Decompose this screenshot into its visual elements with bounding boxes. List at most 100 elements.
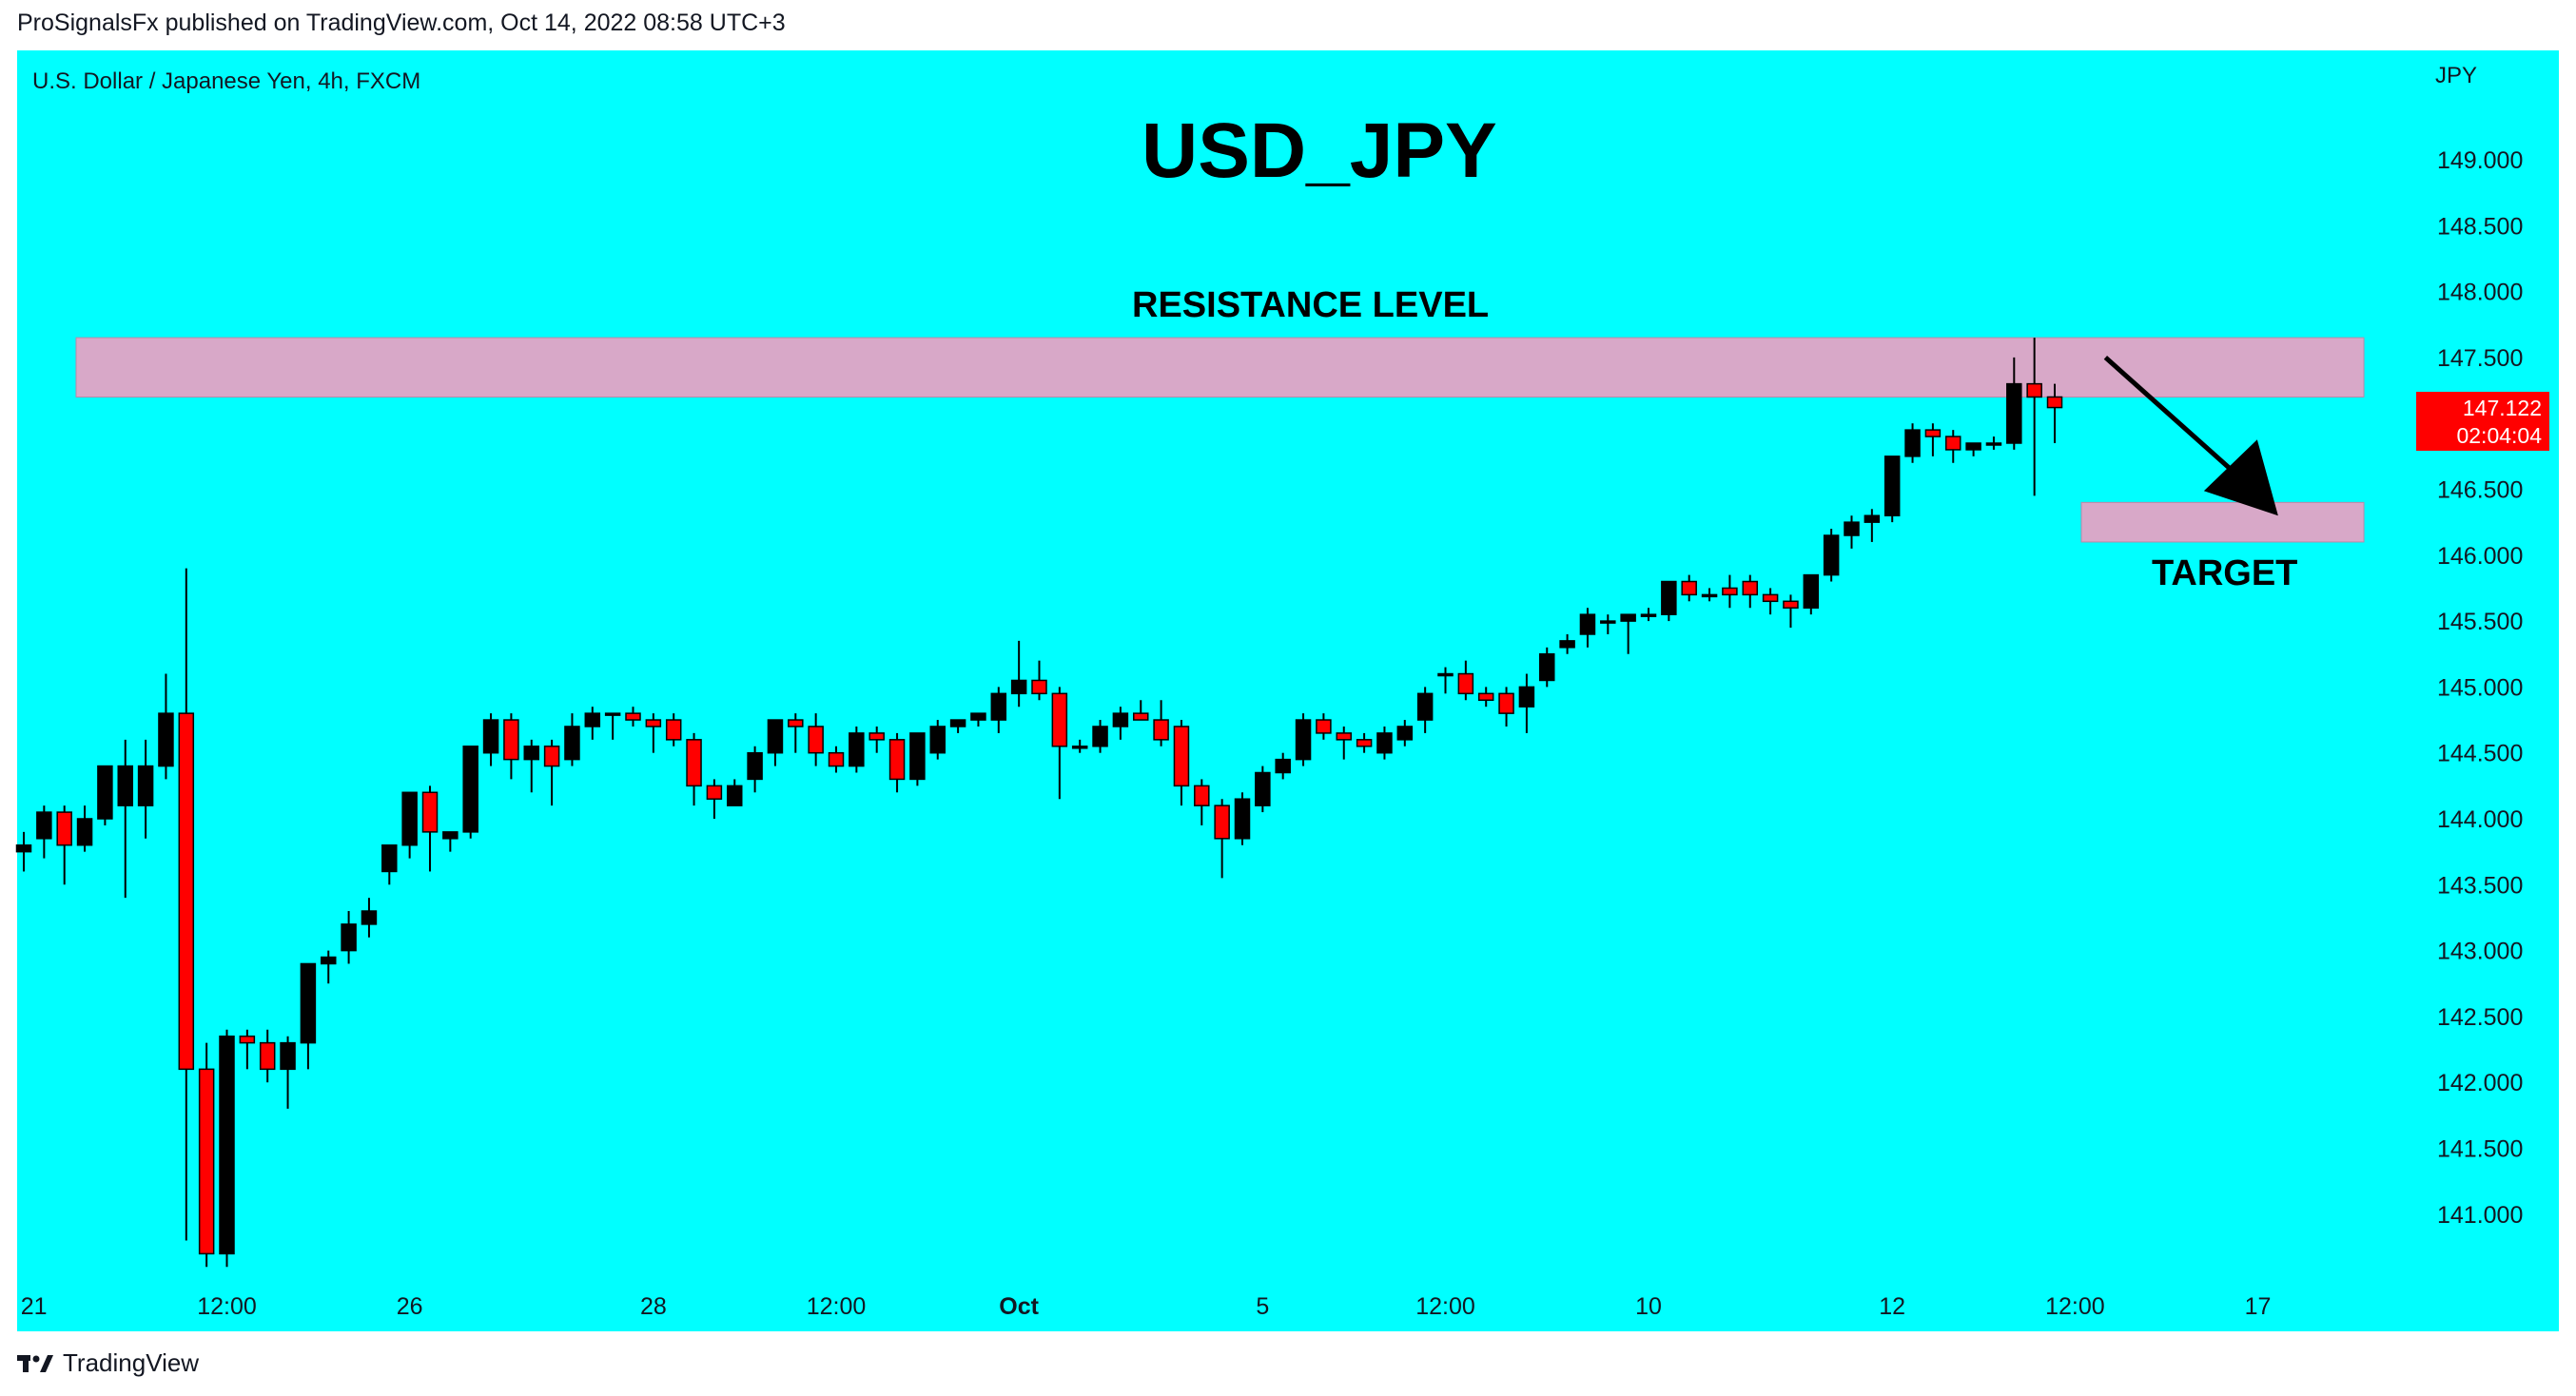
y-tick-label: 148.000 [2437,280,2523,306]
candle-body [1985,442,2002,446]
candle-body [1092,726,1108,747]
tradingview-brand[interactable]: TradingView [17,1348,199,1378]
candle-body [828,751,845,767]
candle-body [1396,726,1414,741]
candle-body [462,746,478,833]
resistance-label: RESISTANCE LEVEL [1132,285,1490,325]
candle-body [523,746,539,761]
candle-body [1416,692,1434,721]
y-tick-label: 141.500 [2437,1136,2523,1163]
candle-body [1477,692,1494,702]
candle-body [1194,785,1210,806]
candle-body [97,765,113,820]
candle-body [15,843,32,853]
candle-body [1762,593,1779,603]
candle-body [1539,653,1555,682]
candle-body [1559,640,1575,649]
candle-body [2046,396,2063,409]
candle-body [1336,732,1352,741]
candle-body [361,910,378,925]
candle-body [929,726,946,754]
candle-body [259,1041,276,1071]
candle-body [36,811,52,840]
y-tick-label: 149.000 [2437,147,2523,174]
target-label: TARGET [2152,553,2298,593]
candle-body [421,791,439,833]
y-tick-label: 148.500 [2437,213,2523,240]
publisher-line: ProSignalsFx published on TradingView.co… [17,10,786,36]
x-tick-label: 26 [397,1293,423,1320]
candle-body [1600,620,1616,624]
candle-body [1214,805,1230,840]
candle-body [1965,442,1981,451]
candle-body [1316,719,1332,734]
candle-body [1031,679,1047,695]
candle-body [198,1068,215,1255]
resistance-zone [75,337,2365,397]
y-tick-label: 144.500 [2437,741,2523,767]
x-tick-label: 5 [1256,1293,1269,1320]
candle-body [1640,613,1657,617]
candle-body [1133,712,1149,721]
candle-body [767,719,784,754]
candle-body [1803,573,1820,609]
target-zone [2080,501,2365,543]
candle-body [482,719,499,754]
candle-body [1924,429,1942,437]
candle-body [300,962,317,1044]
candle-body [1295,719,1312,761]
candle-body [1864,514,1881,523]
candle-body [1376,732,1393,754]
x-tick-label: 10 [1635,1293,1662,1320]
candle-body [1722,587,1738,596]
y-tick-label: 141.000 [2437,1202,2523,1229]
candle-body [321,956,337,965]
target-arrow-head [2203,439,2278,516]
chart-area[interactable] [17,50,2559,1331]
candle-body [158,712,174,767]
candle-body [625,712,641,721]
candle-body [1883,456,1901,516]
candle-body [117,765,133,806]
brand-name: TradingView [63,1348,200,1377]
candle-body [1823,534,1840,576]
x-tick-label: 12:00 [197,1293,257,1320]
candle-body [381,843,398,873]
candle-body [401,791,418,846]
candle-body [76,818,93,846]
candle-body [604,712,621,716]
candle-body [706,785,723,800]
price-axis-unit: JPY [2435,63,2478,88]
candle-body [1356,739,1373,747]
candle-body [970,712,986,721]
candle-body [1701,593,1718,598]
candle-body [949,719,966,727]
candle-body [1661,580,1677,615]
candle-body [747,751,763,781]
y-tick-label: 143.000 [2437,939,2523,965]
candle-body [849,732,865,767]
candle-body [442,831,459,840]
candle-body [1234,798,1251,840]
candle-body [341,923,357,952]
x-tick-label: 12:00 [807,1293,867,1320]
candle-body [1681,580,1697,596]
candle-body [1010,679,1027,695]
candle-body [1051,692,1068,747]
symbol-title[interactable]: U.S. Dollar / Japanese Yen, 4h, FXCM [32,68,421,94]
candle-body [1904,429,1921,457]
target-arrow-shaft [2103,356,2242,480]
candle-body [1620,613,1636,622]
tradingview-logo-icon [17,1354,53,1372]
candle-body [1275,758,1291,774]
candle-body [219,1035,235,1255]
candle-body [280,1041,296,1071]
y-tick-label: 146.000 [2437,543,2523,570]
candle-body [1498,692,1514,714]
candle-body [56,811,72,846]
x-tick-label: 12:00 [2045,1293,2105,1320]
y-tick-label: 143.500 [2437,872,2523,899]
candle-body [1844,521,1860,536]
